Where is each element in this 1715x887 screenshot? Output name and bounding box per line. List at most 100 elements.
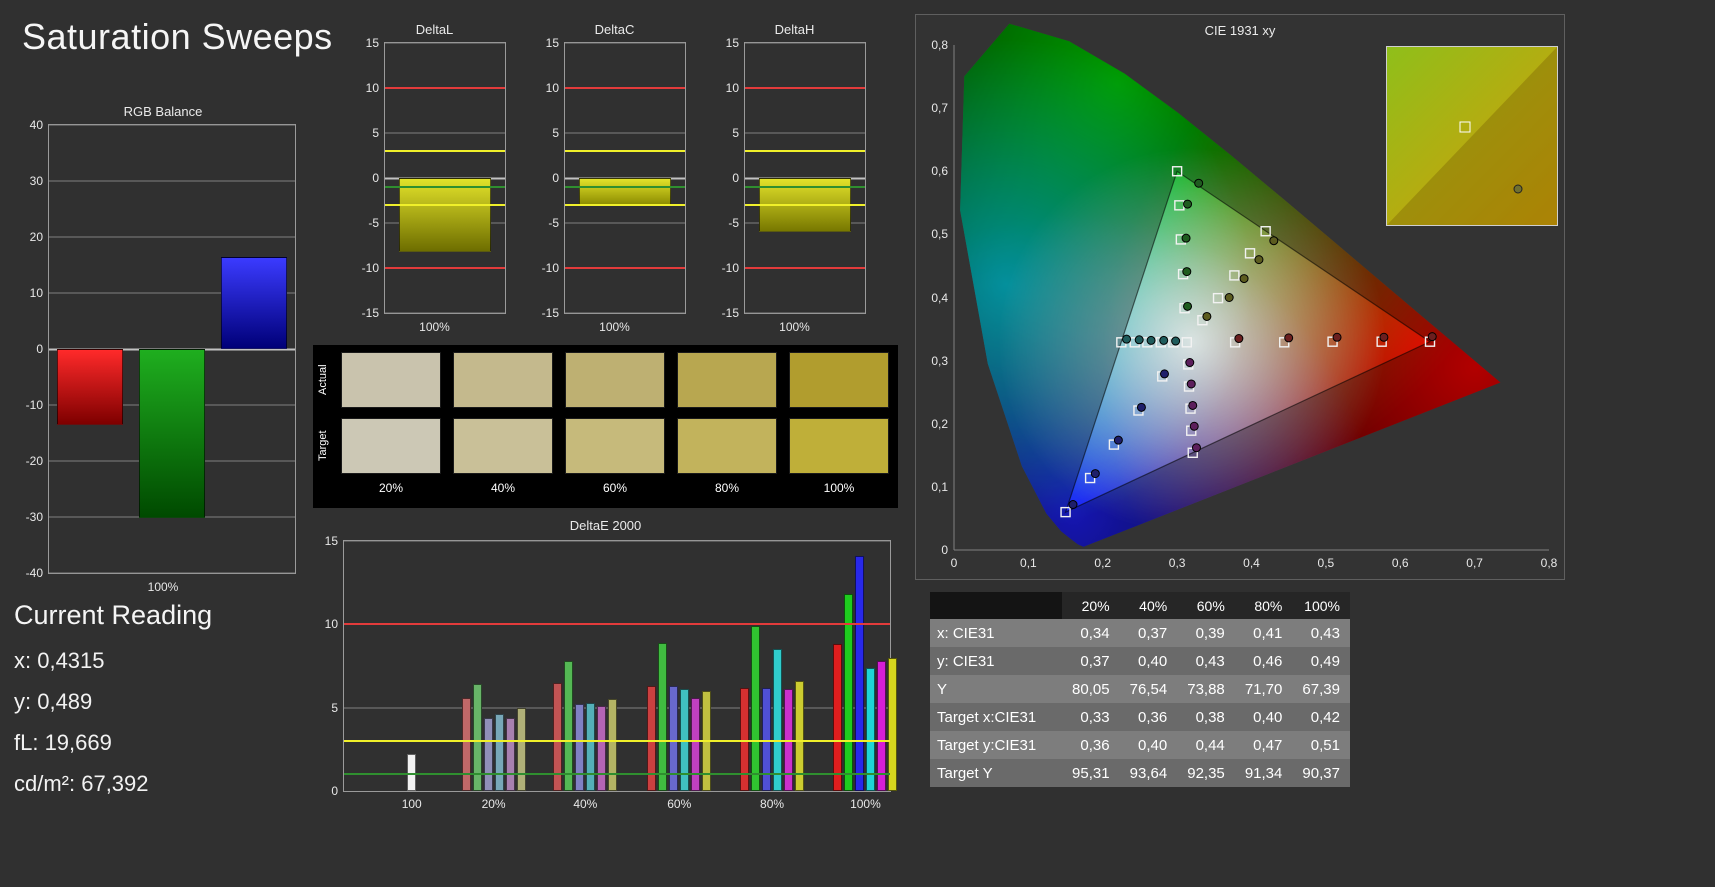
gridline (565, 222, 685, 224)
swatch-col-label: 60% (602, 481, 628, 495)
table-cell: 71,70 (1244, 680, 1283, 698)
deltae-bar (669, 686, 679, 791)
deltaL-title: DeltaL (415, 22, 454, 37)
rgb-balance-chart: RGB Balance 40 30 20 10 0 -10 -20 -30 -40 100% (18, 104, 308, 609)
table-header-cell: 60% (1196, 597, 1225, 614)
limit-line (385, 150, 505, 152)
cie-y-tick: 0,6 (931, 164, 948, 179)
group-label: 40% (573, 797, 598, 811)
group-label: 80% (760, 797, 785, 811)
y-tick-label: 10 (365, 81, 379, 95)
cie-x-tick: 0,6 (1391, 556, 1409, 570)
cie-title: CIE 1931 xy (1204, 23, 1276, 38)
deltae-bar (866, 667, 876, 791)
y-tick-label: 15 (324, 534, 338, 548)
y-tick-label: 15 (725, 36, 739, 50)
deltae-bar (773, 649, 783, 791)
table-cell: 0,37 (1137, 624, 1168, 642)
table-cell: 0,33 (1080, 708, 1110, 726)
y-tick-label: -40 (25, 566, 43, 580)
y-tick-label: 5 (372, 126, 379, 140)
table-cell: 0,46 (1253, 652, 1283, 670)
deltae-bar (795, 681, 805, 791)
table-header-cell: 100% (1304, 597, 1340, 614)
y-tick-label: 10 (725, 81, 739, 95)
table-cell: 0,39 (1195, 624, 1225, 642)
table-row: Target Y 95,31 93,64 92,35 91,34 90,37 (930, 759, 1350, 787)
gridline (565, 42, 685, 44)
limit-line (385, 267, 505, 269)
table-row: y: CIE31 0,37 0,40 0,43 0,46 0,49 (930, 647, 1350, 675)
y-tick-label: -10 (721, 261, 739, 275)
table-row-label: Target y:CIE31 (937, 736, 1037, 754)
y-tick-label: 10 (324, 617, 338, 632)
cie-x-tick: 0 (950, 556, 958, 570)
measured-point (1239, 274, 1249, 284)
cie-x-tick: 0,5 (1317, 556, 1335, 570)
Blue-bar (221, 256, 287, 349)
table-cell: 0,38 (1195, 708, 1225, 726)
current-reading-x: x: 0,4315 (14, 648, 105, 673)
current-reading-cdm2: cd/m²: 67,392 (14, 771, 149, 796)
deltae-bar (658, 642, 668, 791)
measured-point (1068, 500, 1078, 510)
target-square (1229, 270, 1240, 281)
table-row: Target x:CIE31 0,33 0,36 0,38 0,40 0,42 (930, 703, 1350, 731)
limit-line (344, 623, 890, 626)
gridline (49, 124, 295, 126)
results-table: 20% 40% 60% 80% 100% x: CIE31 0,34 0,37 0,39 0,41… (930, 592, 1350, 787)
swatch-row-label: Target (317, 430, 329, 462)
cie-x-tick: 0,4 (1243, 556, 1260, 570)
measured-point (1427, 332, 1437, 342)
table-cell: 95,31 (1072, 764, 1110, 782)
limit-line (385, 204, 505, 206)
deltaL-plot: 15 10 5 0 -5 -10 -15 (362, 36, 506, 320)
gridline (385, 312, 505, 314)
y-tick-label: 0 (732, 171, 739, 185)
y-tick-label: 15 (545, 36, 559, 50)
measured-point (1189, 421, 1199, 431)
limit-line (745, 87, 865, 89)
measured-point (1188, 400, 1198, 410)
rgb-balance-xlabel: 100% (147, 580, 179, 594)
gridline (745, 42, 865, 44)
deltae-bar (888, 657, 898, 791)
table-cell: 0,40 (1137, 736, 1168, 754)
deltae2000-chart: DeltaE 2000 0 5 10 15 100 20% 40% 60% 80% 100% (313, 518, 898, 818)
limit-line (385, 186, 505, 188)
y-tick-label: -10 (541, 261, 559, 275)
y-tick-label: 0 (372, 171, 379, 185)
actual-swatch (453, 352, 553, 408)
measured-point (1202, 311, 1212, 321)
table-header-cell: 80% (1254, 597, 1283, 614)
gridline (745, 312, 865, 314)
table-cell: 92,35 (1187, 764, 1225, 782)
gridline (49, 292, 295, 294)
measured-point (1134, 335, 1144, 345)
deltaH-plot: 15 10 5 0 -5 -10 -15 (722, 36, 866, 320)
gridline (385, 42, 505, 44)
y-tick-label: -10 (361, 261, 379, 275)
y-tick-label: -5 (728, 216, 739, 230)
deltae-bar (597, 706, 607, 791)
deltae-bar (575, 704, 585, 791)
measured-point (1113, 435, 1123, 445)
current-reading-heading: Current Reading (14, 600, 213, 630)
group-label: 100 (401, 797, 422, 811)
current-reading-y: y: 0,489 (14, 689, 93, 714)
y-tick-label: 0 (36, 342, 43, 356)
measured-point (1284, 333, 1294, 343)
target-square (1212, 292, 1224, 304)
measured-point (1090, 469, 1100, 479)
y-tick-label: -20 (25, 454, 43, 468)
table-cell: 0,41 (1253, 624, 1283, 642)
table-header-cell: 20% (1081, 597, 1110, 614)
y-tick-label: 40 (29, 118, 43, 132)
deltae-bar (877, 661, 887, 791)
measured-point (1182, 267, 1192, 277)
table-cell: 0,36 (1080, 736, 1110, 754)
y-tick-label: -5 (548, 216, 559, 230)
measured-point (1269, 236, 1279, 246)
table-cell: 0,51 (1310, 736, 1340, 754)
deltae-bar (483, 717, 493, 791)
